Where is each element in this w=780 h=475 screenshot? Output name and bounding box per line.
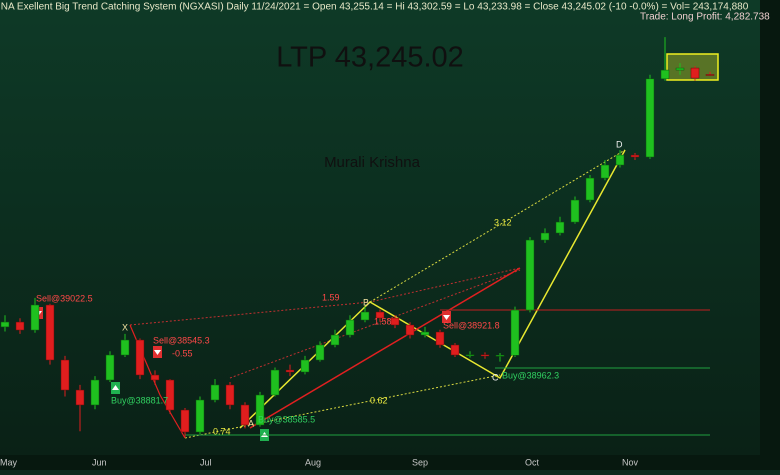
annotation: B — [363, 297, 369, 307]
candle-body — [45, 304, 55, 361]
candle-body — [525, 239, 535, 311]
candle-body — [600, 164, 610, 179]
candle-body — [75, 389, 85, 406]
candle-body — [555, 221, 565, 234]
candle-body — [60, 359, 70, 391]
candle-body — [360, 311, 370, 321]
candle-body — [405, 324, 415, 336]
candle-body — [510, 309, 520, 356]
plot-area — [0, 0, 760, 455]
candle-body — [15, 321, 25, 331]
x-tick-label: Oct — [525, 457, 540, 467]
candle-body — [180, 409, 190, 433]
dotted-line — [369, 149, 626, 303]
candle-body — [420, 331, 430, 336]
annotation: Sell@38545.3 — [153, 335, 210, 345]
candle-body — [570, 199, 580, 223]
candle-body — [660, 69, 670, 80]
annotation: 1.58 — [374, 316, 392, 326]
candle-body — [150, 374, 160, 381]
candle-body — [0, 321, 10, 328]
zigzag — [249, 267, 521, 429]
candle-body — [285, 369, 295, 373]
x-tick-label: Sep — [412, 457, 428, 467]
candle-body — [255, 394, 265, 426]
annotation: 0.62 — [370, 395, 388, 405]
candle-body — [30, 304, 40, 331]
annotation: C — [492, 372, 499, 382]
candle-body — [300, 359, 310, 373]
annotation: Sell@38921.8 — [443, 320, 500, 330]
candle-body — [330, 334, 340, 346]
candle-body — [135, 339, 145, 376]
candle-body — [705, 74, 715, 76]
candle-body — [675, 67, 685, 71]
x-tick-label: May — [0, 457, 18, 467]
candle-body — [450, 344, 460, 356]
candle-body — [270, 369, 280, 396]
candle-body — [315, 344, 325, 361]
y-axis-strip — [760, 0, 780, 470]
annotation: -0.55 — [172, 348, 193, 358]
candle-body — [435, 331, 445, 346]
candle-body — [225, 384, 235, 406]
candle-body — [585, 177, 595, 201]
candle-body — [240, 404, 250, 426]
candle-body — [495, 355, 505, 357]
candle-body — [390, 317, 400, 326]
candle-body — [615, 154, 625, 166]
annotation: Buy@38962.3 — [502, 370, 559, 380]
dotted-line — [184, 374, 501, 439]
trade-note: Trade: Long Profit: 4,282.738 — [640, 12, 770, 23]
x-tick-label: Jun — [92, 457, 107, 467]
candle-body — [345, 319, 355, 336]
x-axis-strip — [0, 455, 780, 470]
candle-body — [375, 311, 385, 319]
annotation: 0.74 — [213, 426, 231, 436]
dotted-line — [229, 269, 521, 379]
header: INA Exellent Big Trend Catching System (… — [0, 2, 749, 13]
candle-body — [690, 67, 700, 79]
sell-arrow — [153, 346, 162, 358]
candle-body — [165, 379, 175, 411]
x-tick-label: Aug — [305, 457, 321, 467]
candle-body — [120, 339, 130, 356]
annotation: 3.12 — [494, 217, 512, 227]
buy-arrow — [111, 382, 120, 394]
candle-body — [105, 354, 115, 381]
annotation: 1.59 — [322, 292, 340, 302]
annotation: Sell@39022.5 — [36, 293, 93, 303]
x-tick-label: Nov — [622, 457, 639, 467]
candle-body — [465, 354, 475, 356]
subtitle: Murali Krishna — [324, 154, 421, 171]
candle-body — [630, 154, 640, 158]
annotation: X — [122, 322, 128, 332]
candle-body — [90, 379, 100, 406]
x-tick-label: Jul — [200, 457, 212, 467]
candle-body — [480, 354, 490, 357]
annotation: Buy@38585.5 — [258, 414, 315, 424]
candle-body — [210, 384, 220, 401]
candle-body — [645, 78, 655, 158]
candle-body — [195, 399, 205, 433]
annotation: A — [248, 418, 254, 428]
annotation: Buy@38881.7 — [111, 395, 168, 405]
annotation: D — [616, 139, 623, 149]
chart-title: LTP 43,245.02 — [276, 42, 464, 74]
sell-arrow — [442, 311, 451, 323]
candle-body — [540, 232, 550, 241]
